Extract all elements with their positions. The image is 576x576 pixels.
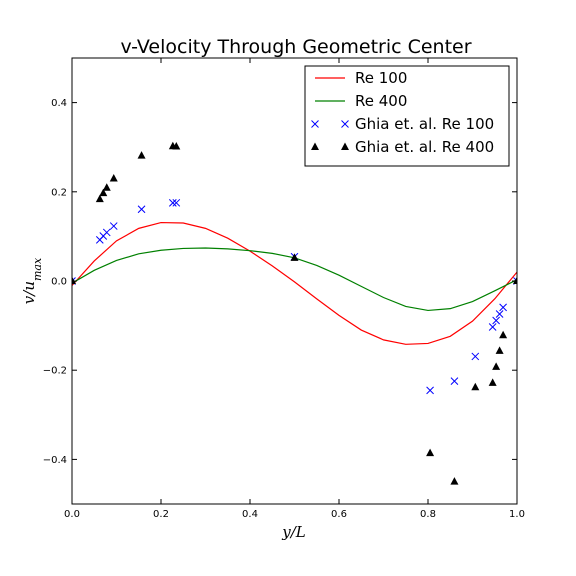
data-point-ghia-et-al-re-100 [492,316,500,325]
chart-title: v-Velocity Through Geometric Center [120,36,471,58]
data-point-ghia-et-al-re-400 [492,362,501,370]
legend-box [304,65,510,167]
y-axis-label: v/umax [20,257,44,304]
legend-label-re-100: Re 100 [355,69,407,87]
data-point-ghia-et-al-re-400 [426,448,435,457]
legend-label-ghia-et-al-re-100: Ghia et. al. Re 100 [355,115,494,133]
data-point-ghia-et-al-re-100 [426,386,434,395]
data-point-ghia-et-al-re-100 [102,228,111,237]
data-point-ghia-et-al-re-400 [495,346,504,354]
series-line-re-100 [72,221,517,345]
legend-marker-ghia-et-al-re-400 [311,142,319,150]
legend-marker-ghia-et-al-re-100 [311,120,319,128]
data-point-ghia-et-al-re-400 [95,194,104,203]
data-point-ghia-et-al-re-400 [450,477,459,485]
legend: Re 100 Re 400 Ghia et. al. Re 100 Ghia et. … [304,65,510,167]
legend-marker-ghia-et-al-re-400 [341,142,349,150]
x-tick-label: 0.4 [242,509,258,520]
y-tick-label: 0.4 [51,98,67,109]
y-tick-label: 0.0 [51,277,67,288]
data-point-ghia-et-al-re-400 [102,183,111,191]
legend-marker-ghia-et-al-re-100 [341,120,349,128]
x-tick-label: 1.0 [509,509,525,520]
y-tick-label: 0.2 [51,187,67,198]
data-point-ghia-et-al-re-400 [172,141,181,150]
data-point-ghia-et-al-re-400 [488,378,497,386]
x-tick-label: 0.6 [331,509,347,520]
legend-label-re-400: Re 400 [355,92,407,110]
data-point-ghia-et-al-re-400 [72,276,76,284]
data-point-ghia-et-al-re-400 [109,174,118,182]
data-point-ghia-et-al-re-100 [495,310,504,318]
data-point-ghia-et-al-re-100 [499,303,507,312]
data-point-ghia-et-al-re-100 [172,198,181,207]
data-point-ghia-et-al-re-100 [488,323,497,331]
x-tick-label: 0.8 [420,509,436,520]
legend-label-ghia-et-al-re-400: Ghia et. al. Re 400 [355,138,494,156]
data-point-ghia-et-al-re-100 [137,205,146,214]
x-tick-label: 0.2 [153,509,169,520]
data-point-ghia-et-al-re-400 [471,382,480,391]
y-tick-label: −0.2 [43,366,67,377]
x-tick-label: 0.0 [64,509,80,520]
data-point-ghia-et-al-re-400 [499,330,508,339]
y-tick-label: −0.4 [43,455,67,466]
x-axis-label: y/L [281,523,306,541]
data-point-ghia-et-al-re-400 [137,151,146,159]
data-point-ghia-et-al-re-400 [99,188,108,197]
data-point-ghia-et-al-re-100 [168,199,177,207]
data-point-ghia-et-al-re-400 [290,253,299,261]
data-point-ghia-et-al-re-100 [471,352,480,361]
data-point-ghia-et-al-re-100 [450,377,459,385]
data-point-ghia-et-al-re-400 [513,276,517,284]
data-point-ghia-et-al-re-100 [109,222,118,230]
